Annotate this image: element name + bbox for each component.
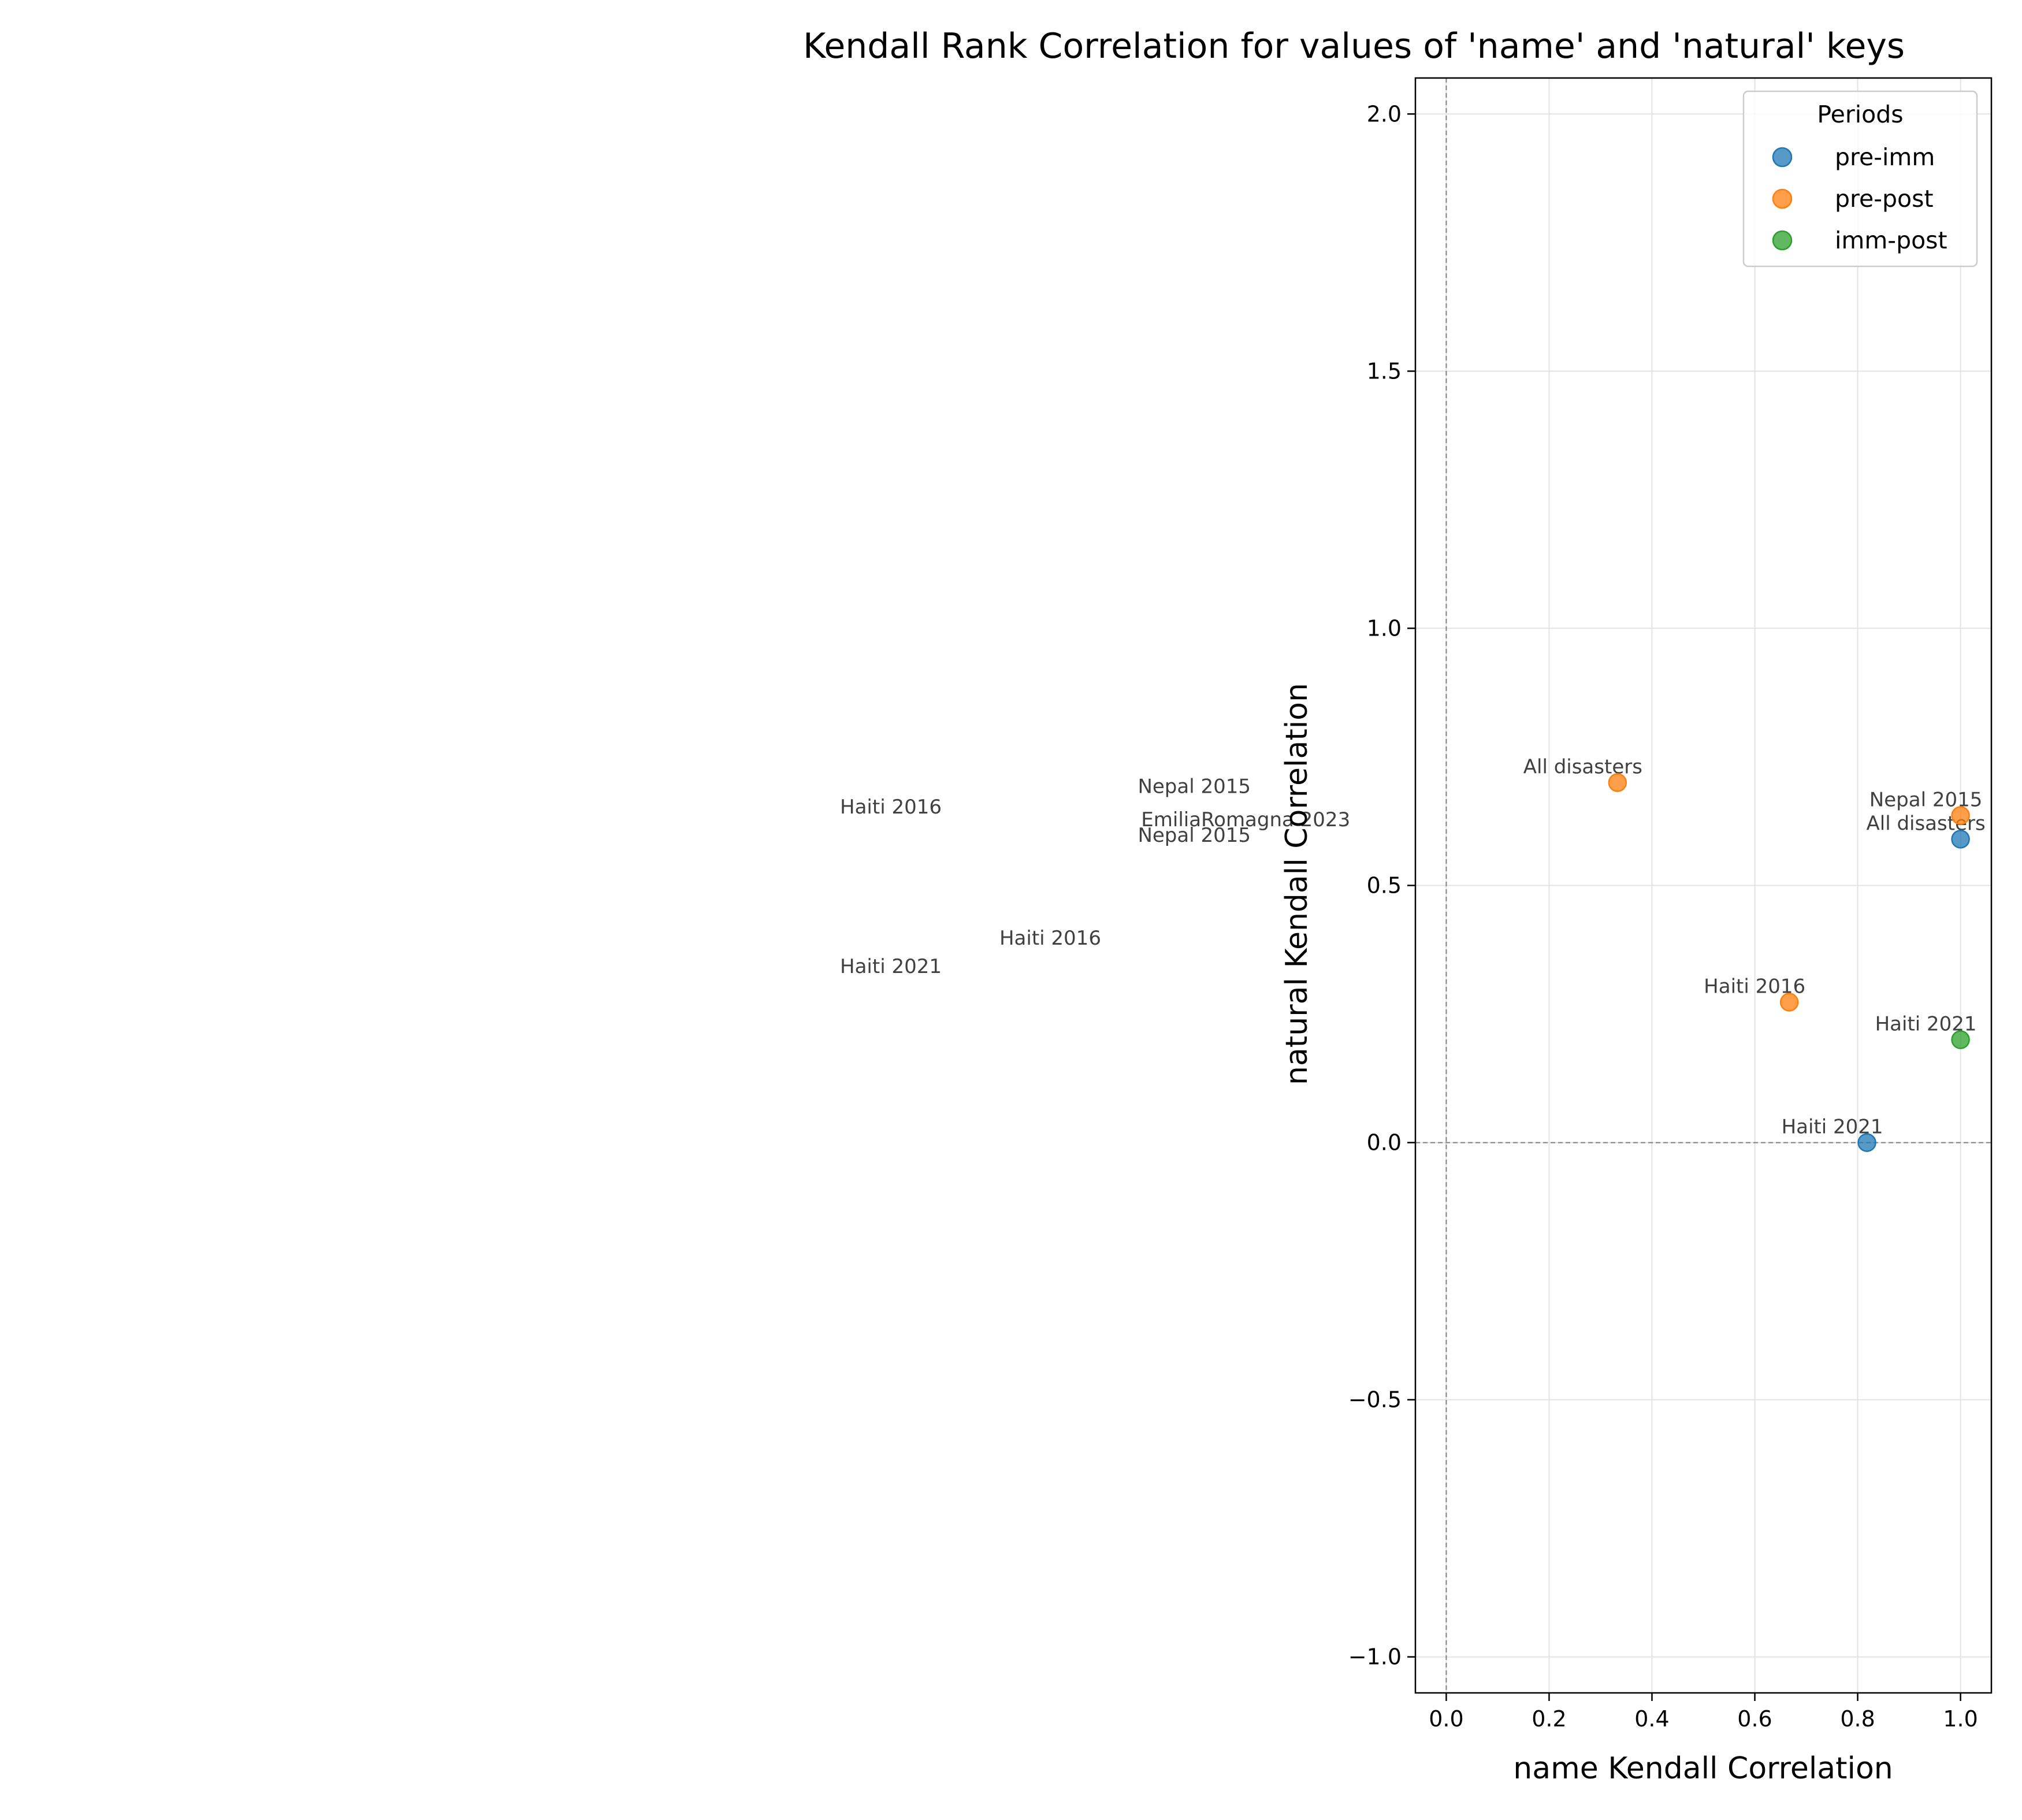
- legend-box: [1742, 90, 1978, 268]
- offscreen-point-label: Haiti 2016: [999, 927, 1101, 950]
- y-tick-label: 0.0: [1367, 1130, 1402, 1156]
- point-label: All disasters: [1523, 755, 1642, 778]
- legend-title: Periods: [1817, 101, 1903, 128]
- data-points: [1608, 773, 1970, 1152]
- legend-marker-imm-post: [1772, 230, 1793, 251]
- y-axis-ticks: −1.0 −0.5 0.0 0.5 1.0 1.5 2.0: [1348, 101, 1415, 1670]
- y-tick-label: 0.5: [1367, 873, 1402, 898]
- y-tick-label: 2.0: [1367, 101, 1402, 127]
- offscreen-point-label: Nepal 2015: [1138, 824, 1251, 847]
- offscreen-point-label: Haiti 2021: [840, 955, 942, 978]
- data-point-imm-post: [1951, 1030, 1970, 1049]
- offscreen-point-label: EmiliaRomagna 2023: [1141, 808, 1350, 831]
- y-tick-label: −0.5: [1348, 1387, 1402, 1413]
- y-tick-label: −1.0: [1348, 1644, 1402, 1670]
- offscreen-point-label: Haiti 2016: [840, 796, 942, 819]
- legend: Periods pre-imm pre-post imm-post: [1742, 90, 1978, 268]
- legend-entries: pre-imm pre-post imm-post: [1772, 143, 1947, 254]
- x-tick-label: 0.2: [1532, 1706, 1566, 1732]
- data-point-pre-imm: [1951, 830, 1970, 849]
- offscreen-point-label: Nepal 2015: [1138, 775, 1251, 798]
- legend-label: pre-imm: [1835, 143, 1935, 171]
- data-point-pre-imm: [1857, 1133, 1876, 1152]
- legend-label: pre-post: [1835, 185, 1934, 213]
- reference-lines: [1415, 78, 1991, 1693]
- x-axis-ticks: 0.0 0.2 0.4 0.6 0.8 1.0: [1429, 1693, 1978, 1732]
- legend-marker-pre-imm: [1772, 147, 1793, 168]
- x-tick-label: 0.8: [1840, 1706, 1875, 1732]
- data-point-pre-post: [1951, 806, 1970, 825]
- y-tick-label: 1.0: [1367, 615, 1402, 641]
- x-tick-label: 0.4: [1634, 1706, 1669, 1732]
- legend-label: imm-post: [1835, 226, 1947, 254]
- x-tick-label: 0.0: [1429, 1706, 1463, 1732]
- y-axis-label: natural Kendall Correlation: [1280, 683, 1314, 1085]
- y-tick-label: 1.5: [1367, 358, 1402, 384]
- x-tick-label: 0.6: [1737, 1706, 1772, 1732]
- legend-marker-pre-post: [1772, 188, 1793, 209]
- x-axis-label: name Kendall Correlation: [1513, 1751, 1893, 1786]
- data-point-pre-post: [1779, 993, 1799, 1012]
- x-tick-label: 1.0: [1943, 1706, 1978, 1732]
- chart-title: Kendall Rank Correlation for values of '…: [803, 26, 1905, 66]
- data-point-pre-post: [1608, 773, 1627, 792]
